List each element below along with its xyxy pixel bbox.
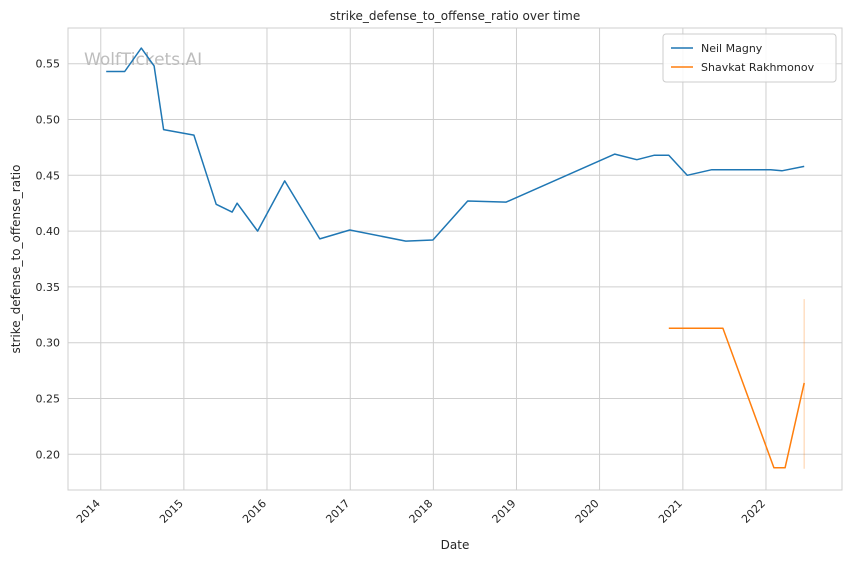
y-axis-label: strike_defense_to_offense_ratio (9, 165, 23, 354)
legend: Neil Magny Shavkat Rakhmonov (662, 33, 837, 83)
x-tick-label: 2019 (490, 497, 519, 526)
chart-title: strike_defense_to_offense_ratio over tim… (330, 9, 580, 23)
series-line (668, 327, 805, 469)
x-axis-label: Date (441, 538, 470, 552)
x-gridlines (100, 28, 767, 490)
watermark-text: WolfTickets.AI (84, 50, 202, 70)
series-lines (106, 47, 805, 469)
y-tick-label: 0.30 (36, 337, 61, 350)
y-tick-labels: 0.20 0.25 0.30 0.35 0.40 0.45 0.50 0.55 (36, 58, 61, 462)
y-tick-label: 0.40 (36, 225, 61, 238)
legend-entry: Neil Magny (701, 42, 763, 55)
series-line (106, 47, 805, 242)
x-tick-label: 2022 (739, 497, 768, 526)
x-tick-labels: 2014 2015 2016 2017 2018 2019 2020 2021 2022 (74, 497, 768, 526)
y-tick-label: 0.50 (36, 114, 61, 127)
x-tick-label: 2017 (323, 497, 352, 526)
x-tick-label: 2021 (656, 497, 685, 526)
x-tick-label: 2016 (240, 497, 269, 526)
x-tick-label: 2020 (573, 497, 602, 526)
y-tick-label: 0.55 (36, 58, 61, 71)
plot-area-frame (67, 27, 843, 491)
legend-box (662, 33, 837, 83)
y-tick-label: 0.20 (36, 448, 61, 461)
legend-entry: Shavkat Rakhmonov (701, 61, 815, 74)
y-gridlines (68, 63, 842, 455)
x-tick-label: 2018 (407, 497, 436, 526)
y-tick-label: 0.45 (36, 169, 61, 182)
y-tick-label: 0.25 (36, 392, 61, 405)
y-tick-label: 0.35 (36, 281, 61, 294)
x-tick-label: 2014 (74, 497, 103, 526)
x-tick-label: 2015 (157, 497, 186, 526)
